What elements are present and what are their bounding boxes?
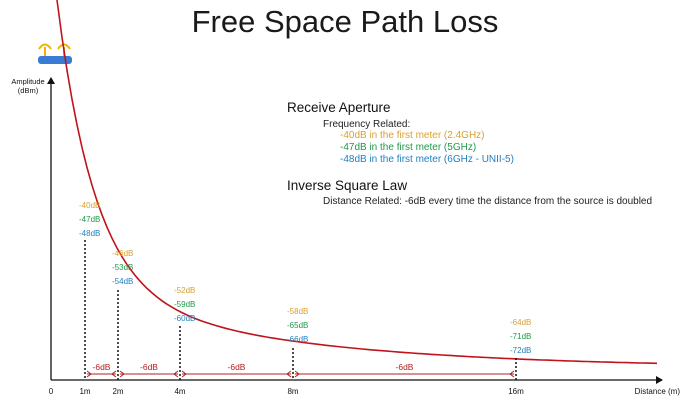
router-body [38,56,72,64]
step-arrow-end-0 [111,370,117,378]
step-arrow-end-3 [509,370,515,378]
step-arrow-start-0 [86,370,92,378]
path-loss-curve [56,0,658,365]
y-axis-title-line-1: Amplitude [11,77,44,86]
data-label-5GHz-4m: -59dB [174,300,195,309]
data-label-2.4GHz-2m: -46dB [112,249,133,258]
data-label-5GHz-1m: -47dB [79,215,100,224]
step-label-bg-3 [392,362,417,372]
data-label-6GHz-16m: -72dB [510,346,531,355]
chart-axes [47,77,663,384]
x-tick-2m: 2m [112,387,123,396]
x-tick-0: 0 [49,387,54,396]
step-label-0: -6dB [93,362,111,372]
aperture-line-6ghz: -48dB in the first meter (6GHz - UNII-5) [340,154,514,165]
distance-markers [84,240,517,380]
data-label-2.4GHz-1m: -40dB [79,201,100,210]
aperture-line-2-4ghz: -40dB in the first meter (2.4GHz) [340,130,485,141]
router-signal-left [38,43,52,50]
step-label-2: -6dB [228,362,246,372]
curve-layer [56,0,658,365]
axis-titles: Amplitude(dBm) Distance (m) [11,77,680,396]
data-label-5GHz-16m: -71dB [510,332,531,341]
step-arrow-start-1 [119,370,125,378]
step-label-bg-0 [89,362,114,372]
aperture-line-5ghz: -47dB in the first meter (5GHz) [340,142,477,153]
inverse-square-heading: Inverse Square Law [287,178,408,193]
x-tick-1m: 1m [79,387,90,396]
x-ticks: 0 1m 2m 4m 8m 16m [49,387,524,396]
chart-title: Free Space Path Loss [191,4,499,39]
y-axis-title-line-2: (dBm) [18,86,39,95]
data-label-6GHz-4m: -60dB [174,314,195,323]
data-label-6GHz-1m: -48dB [79,229,100,238]
step-indicators: -6dB -6dB -6dB -6dB [86,362,515,378]
x-tick-8m: 8m [287,387,298,396]
frequency-related-label: Frequency Related: [323,119,411,130]
receive-aperture-heading: Receive Aperture [287,100,391,115]
distance-related-label: Distance Related: -6dB every time the di… [323,196,653,207]
data-label-2.4GHz-8m: -58dB [287,307,308,316]
step-label-1: -6dB [140,362,158,372]
step-arrow-end-1 [173,370,179,378]
data-label-5GHz-2m: -53dB [112,263,133,272]
step-label-bg-2 [224,362,249,372]
router-icon [38,43,72,64]
step-arrow-end-2 [286,370,292,378]
x-axis-title: Distance (m) [635,387,681,396]
step-label-bg-1 [136,362,162,372]
x-tick-16m: 16m [508,387,524,396]
data-label-2.4GHz-16m: -64dB [510,318,531,327]
step-arrow-start-2 [181,370,187,378]
step-arrow-start-3 [294,370,300,378]
data-label-6GHz-8m: -66dB [287,335,308,344]
step-label-3: -6dB [396,362,414,372]
x-tick-4m: 4m [174,387,185,396]
router-signal-right [57,43,71,50]
data-label-2.4GHz-4m: -52dB [174,286,195,295]
data-label-6GHz-2m: -54dB [112,277,133,286]
data-labels: -40dB -46dB -52dB -58dB -64dB -47dB -53dB -59dB… [79,201,531,355]
data-label-5GHz-8m: -65dB [287,321,308,330]
